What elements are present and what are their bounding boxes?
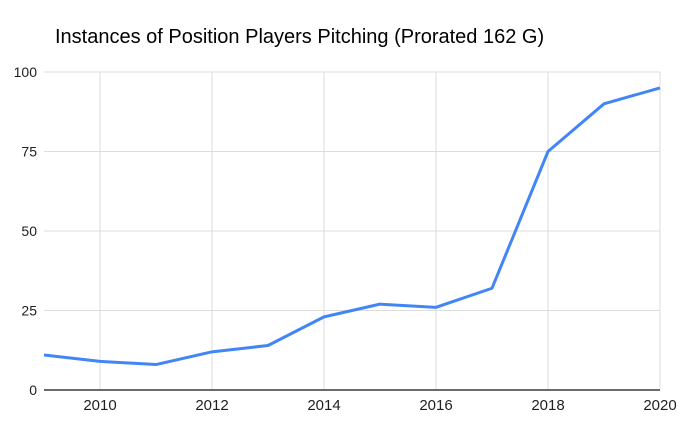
data-series-line bbox=[43, 86, 661, 367]
y-axis-tick-label: 100 bbox=[14, 64, 38, 80]
chart-title: Instances of Position Players Pitching (… bbox=[55, 26, 545, 48]
x-axis-tick-label: 2016 bbox=[419, 397, 452, 414]
y-axis-tick-label: 0 bbox=[29, 382, 37, 398]
x-axis-tick-label: 2014 bbox=[307, 397, 340, 414]
x-axis-tick-label: 2020 bbox=[643, 397, 676, 414]
y-axis-tick-label: 25 bbox=[21, 303, 37, 319]
x-axis-tick-label: 2012 bbox=[195, 397, 228, 414]
y-axis-tick-label: 50 bbox=[21, 223, 37, 239]
y-axis-tick-label: 75 bbox=[21, 144, 37, 160]
x-axis-tick-label: 2018 bbox=[531, 397, 564, 414]
x-axis-tick-label: 2010 bbox=[83, 397, 116, 414]
